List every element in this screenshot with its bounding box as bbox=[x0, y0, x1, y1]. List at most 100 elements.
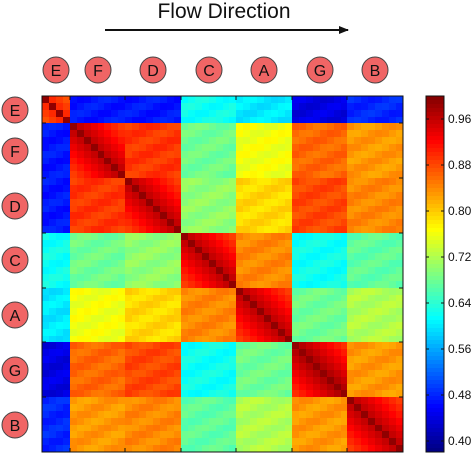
heatmap-cell bbox=[98, 144, 104, 151]
heatmap-cell bbox=[389, 226, 396, 233]
colorbar-segment bbox=[426, 288, 444, 292]
heatmap-cell bbox=[70, 397, 77, 404]
heatmap-cell bbox=[243, 199, 250, 206]
heatmap-cell bbox=[243, 336, 250, 342]
heatmap-cell bbox=[382, 445, 389, 452]
heatmap-cell bbox=[382, 199, 389, 206]
heatmap-cell bbox=[111, 137, 118, 144]
heatmap-cell bbox=[202, 404, 209, 411]
heatmap-cell bbox=[382, 404, 389, 411]
heatmap-cell bbox=[118, 247, 125, 253]
heatmap-cell bbox=[361, 199, 368, 206]
heatmap-cell bbox=[361, 322, 368, 329]
heatmap-cell bbox=[49, 117, 56, 123]
heatmap-cell bbox=[63, 438, 70, 445]
heatmap-cell bbox=[174, 308, 181, 315]
heatmap-cell bbox=[257, 301, 264, 308]
heatmap-cell bbox=[223, 206, 229, 212]
heatmap-cell bbox=[271, 384, 278, 390]
heatmap-cell bbox=[49, 185, 56, 192]
heatmap-cell bbox=[104, 342, 111, 349]
heatmap-cell bbox=[70, 226, 77, 233]
heatmap-cell bbox=[56, 164, 63, 171]
heatmap-cell bbox=[42, 253, 49, 260]
heatmap-cell bbox=[209, 253, 216, 260]
heatmap-cell bbox=[56, 308, 63, 315]
heatmap-cell bbox=[139, 301, 146, 308]
heatmap-cell bbox=[188, 185, 195, 192]
heatmap-cell bbox=[202, 438, 209, 445]
heatmap-cell bbox=[320, 315, 327, 322]
heatmap-cell bbox=[153, 226, 160, 233]
heatmap-cell bbox=[327, 260, 334, 267]
heatmap-cell bbox=[257, 308, 264, 315]
heatmap-cell bbox=[202, 226, 209, 233]
heatmap-cell bbox=[77, 212, 84, 219]
heatmap-cell bbox=[160, 171, 167, 178]
heatmap-cell bbox=[146, 431, 153, 438]
heatmap-cell bbox=[111, 247, 118, 253]
heatmap-cell bbox=[56, 260, 63, 267]
heatmap-cell bbox=[118, 206, 125, 212]
colorbar-segment bbox=[426, 304, 444, 308]
heatmap-cell bbox=[243, 151, 250, 158]
heatmap-cell bbox=[341, 288, 347, 295]
heatmap-cell bbox=[118, 397, 125, 404]
heatmap-cell bbox=[118, 185, 125, 192]
heatmap-cell bbox=[341, 206, 347, 212]
heatmap-cell bbox=[361, 130, 368, 137]
heatmap-cell bbox=[396, 295, 403, 301]
heatmap-cell bbox=[202, 425, 209, 431]
heatmap-cell bbox=[257, 103, 264, 110]
heatmap-cell bbox=[216, 363, 223, 370]
colorbar-segment bbox=[426, 256, 444, 260]
heatmap-cell bbox=[216, 267, 223, 274]
heatmap-cell bbox=[382, 96, 389, 103]
heatmap-cell bbox=[125, 164, 132, 171]
row-label-circle bbox=[1, 246, 29, 274]
heatmap-cell bbox=[223, 384, 229, 390]
heatmap-cell bbox=[188, 301, 195, 308]
heatmap-cell bbox=[236, 418, 243, 425]
colorbar-segment bbox=[426, 224, 444, 228]
heatmap-cell bbox=[56, 103, 63, 110]
heatmap-cell bbox=[229, 370, 236, 377]
heatmap-cell bbox=[243, 342, 250, 349]
heatmap-cell bbox=[264, 206, 271, 212]
heatmap-cell bbox=[313, 253, 320, 260]
heatmap-cell bbox=[327, 151, 334, 158]
heatmap-cell bbox=[347, 260, 354, 267]
heatmap-cell bbox=[63, 363, 70, 370]
heatmap-cell bbox=[209, 226, 216, 233]
heatmap-cell bbox=[271, 151, 278, 158]
heatmap-cell bbox=[306, 377, 313, 384]
heatmap-cell bbox=[354, 295, 361, 301]
heatmap-cell bbox=[153, 411, 160, 418]
heatmap-cell bbox=[382, 295, 389, 301]
heatmap-cell bbox=[313, 445, 320, 452]
heatmap-cell bbox=[375, 404, 382, 411]
heatmap-cell bbox=[389, 206, 396, 212]
heatmap-cell bbox=[368, 288, 375, 295]
colorbar-segment bbox=[426, 324, 444, 328]
heatmap-cell bbox=[91, 342, 98, 349]
heatmap-cell bbox=[188, 199, 195, 206]
heatmap-cell bbox=[271, 425, 278, 431]
colorbar-segment bbox=[426, 216, 444, 220]
heatmap-cell bbox=[146, 390, 153, 397]
heatmap-cell bbox=[382, 103, 389, 110]
heatmap-cell bbox=[299, 404, 306, 411]
heatmap-cell bbox=[257, 123, 264, 130]
heatmap-cell bbox=[63, 397, 70, 404]
colorbar-segment bbox=[426, 300, 444, 304]
heatmap-cell bbox=[188, 411, 195, 418]
heatmap-cell bbox=[341, 295, 347, 301]
heatmap-cell bbox=[389, 384, 396, 390]
heatmap-cell bbox=[84, 151, 91, 158]
heatmap-cell bbox=[341, 431, 347, 438]
heatmap-cell bbox=[132, 130, 139, 137]
heatmap-cell bbox=[382, 212, 389, 219]
colorbar-segment bbox=[426, 276, 444, 280]
heatmap-cell bbox=[243, 178, 250, 185]
heatmap-cell bbox=[153, 301, 160, 308]
